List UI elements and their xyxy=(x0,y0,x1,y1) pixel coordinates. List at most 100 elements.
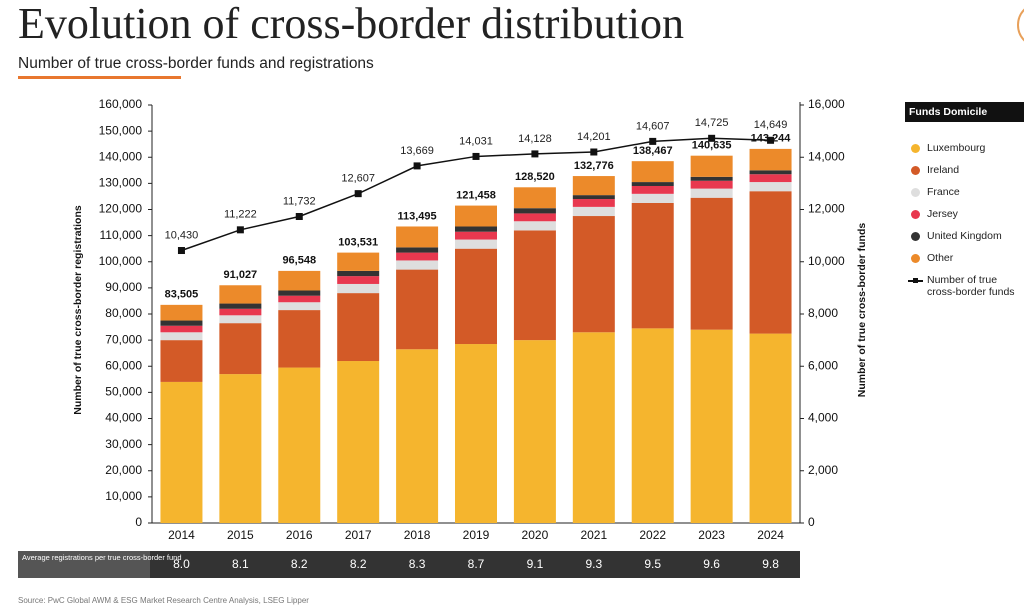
y2-tick-label: 16,000 xyxy=(808,97,845,111)
logo-decoration xyxy=(1017,8,1024,42)
y-tick-label: 90,000 xyxy=(105,280,142,294)
bar-segment xyxy=(749,191,792,334)
x-tick-label: 2014 xyxy=(168,528,195,542)
legend: Funds Domicile Luxembourg Ireland France Je… xyxy=(905,102,1024,308)
bar-segment xyxy=(278,270,321,291)
line-marker xyxy=(236,226,244,234)
bar-segment xyxy=(278,302,321,311)
bar-segment xyxy=(160,340,203,382)
bar-segment xyxy=(337,361,380,523)
legend-item: Other xyxy=(911,252,1024,264)
total-label: 121,458 xyxy=(456,190,496,202)
table-value: 8.3 xyxy=(409,557,426,571)
line-marker xyxy=(413,162,421,170)
legend-item: United Kingdom xyxy=(911,230,1024,242)
bar-segment xyxy=(278,310,321,368)
table-value: 9.8 xyxy=(762,557,779,571)
line-label: 14,725 xyxy=(695,117,729,129)
line-marker xyxy=(295,213,303,221)
table-value: 9.6 xyxy=(703,557,720,571)
bar-segment xyxy=(631,202,674,329)
table-label-text: Average registrations per true cross-bor… xyxy=(22,553,182,562)
bar-segment xyxy=(455,226,497,232)
bar-segment xyxy=(219,308,262,316)
x-tick-label: 2022 xyxy=(639,528,666,542)
table-value: 8.7 xyxy=(468,557,485,571)
total-label: 128,520 xyxy=(515,171,555,183)
bar-segment xyxy=(513,230,556,341)
line-label: 11,222 xyxy=(224,209,257,221)
bar-segment xyxy=(396,252,439,261)
line-label: 10,430 xyxy=(165,229,199,241)
bar-segment xyxy=(278,290,321,296)
total-label: 132,776 xyxy=(574,160,614,172)
legend-items: Luxembourg Ireland France Jersey United King… xyxy=(905,142,1024,298)
y-tick-label: 70,000 xyxy=(105,332,142,346)
total-label: 113,495 xyxy=(398,210,437,222)
x-tick-label: 2020 xyxy=(522,528,549,542)
bar-segment xyxy=(631,161,674,183)
bar-segment xyxy=(219,374,262,523)
bar-segment xyxy=(337,293,380,362)
bar-segment xyxy=(160,304,203,321)
bar-segment xyxy=(631,328,674,523)
y-tick-label: 0 xyxy=(135,515,142,529)
bar-segment xyxy=(455,248,497,345)
line-label: 11,732 xyxy=(283,195,316,207)
line-marker xyxy=(649,137,657,145)
table-value: 8.0 xyxy=(173,557,190,571)
bar-segment xyxy=(572,332,615,523)
bar-segment xyxy=(219,285,262,304)
bar-segment xyxy=(337,276,380,284)
x-tick-label: 2015 xyxy=(227,528,254,542)
bar-segment xyxy=(749,148,792,171)
y2-tick-label: 6,000 xyxy=(808,358,838,372)
x-tick-label: 2016 xyxy=(286,528,313,542)
legend-label: France xyxy=(927,186,960,198)
x-tick-label: 2021 xyxy=(580,528,607,542)
bar-segment xyxy=(337,283,380,294)
line-marker xyxy=(472,152,480,160)
bar-segment xyxy=(337,270,380,277)
x-tick-label: 2017 xyxy=(345,528,372,542)
y-tick-label: 140,000 xyxy=(99,149,143,163)
line-label: 13,669 xyxy=(400,145,434,157)
legend-label: Other xyxy=(927,252,954,264)
table-value: 9.5 xyxy=(644,557,661,571)
y-tick-label: 60,000 xyxy=(105,358,142,372)
legend-label: Ireland xyxy=(927,164,960,176)
line-label: 14,031 xyxy=(459,135,493,147)
line-marker xyxy=(531,150,539,158)
legend-marker xyxy=(913,278,918,283)
bar-segment xyxy=(631,185,674,194)
x-tick-label: 2019 xyxy=(463,528,490,542)
legend-item: Luxembourg xyxy=(911,142,1024,154)
legend-swatch xyxy=(911,232,920,241)
legend-label: Number of true cross-border funds xyxy=(927,274,1015,298)
y-tick-label: 50,000 xyxy=(105,385,142,399)
legend-label: Luxembourg xyxy=(927,142,986,154)
bar-segment xyxy=(690,180,733,189)
bar-segment xyxy=(160,325,203,333)
total-label: 83,505 xyxy=(165,289,199,301)
line-marker xyxy=(767,136,775,144)
y2-tick-label: 8,000 xyxy=(808,306,838,320)
bar-segment xyxy=(513,221,556,231)
table-value: 8.1 xyxy=(232,557,249,571)
legend-swatch xyxy=(911,188,920,197)
table-value: 9.3 xyxy=(585,557,602,571)
bar-segment xyxy=(160,320,203,326)
bar-segment xyxy=(631,182,674,186)
bar-segment xyxy=(631,193,674,203)
y-tick-label: 40,000 xyxy=(105,411,142,425)
bar-segment xyxy=(572,216,615,333)
bar-segment xyxy=(396,349,439,523)
total-label: 140,635 xyxy=(692,139,732,151)
legend-swatch xyxy=(911,144,920,153)
legend-swatch xyxy=(908,276,923,285)
source: Source: PwC Global AWM & ESG Market Rese… xyxy=(18,596,309,605)
legend-swatch xyxy=(911,254,920,263)
bar-segment xyxy=(455,231,497,240)
x-tick-label: 2023 xyxy=(698,528,725,542)
